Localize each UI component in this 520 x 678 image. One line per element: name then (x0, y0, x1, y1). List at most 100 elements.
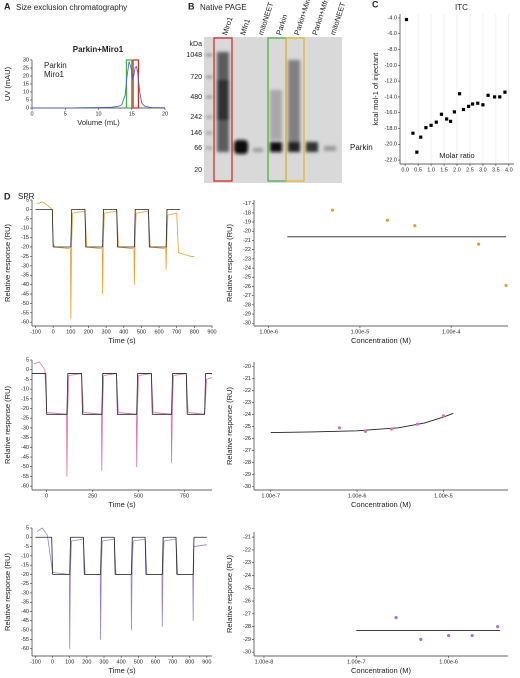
x-tick-label: 1.0 (427, 167, 435, 173)
y-tick-label: -60 (21, 484, 29, 490)
x-tick-label: 2.5 (466, 167, 474, 173)
y-tick-label: -40 (21, 445, 29, 451)
y-tick-label: -20 (21, 406, 29, 412)
y-tick-label: -22 (243, 547, 251, 553)
lane-band (288, 142, 300, 152)
y-tick-label: -29 (243, 311, 251, 317)
y-tick-label: 30 (23, 57, 29, 63)
x-tick-label: 800 (185, 659, 194, 665)
y-axis-label: Relative response (RU) (3, 386, 12, 464)
data-point (448, 119, 453, 123)
x-tick-label: 2.0 (453, 167, 461, 173)
y-axis-label: Relative response (RU) (3, 224, 12, 302)
y-tick-label: -60 (21, 646, 29, 652)
y-tick-label: 0 (26, 367, 29, 373)
x-tick-label: 0 (45, 493, 48, 499)
lane-label: mitoNEET (328, 1, 347, 37)
y-tick-label: 0 (26, 535, 29, 541)
y-tick-label: 5 (26, 525, 29, 531)
y-tick-label: -25 (243, 424, 251, 430)
lane-box (213, 37, 233, 182)
data-point (503, 90, 507, 94)
y-tick-label: -23 (243, 560, 251, 566)
y-tick-label: -20.0 (384, 142, 397, 148)
x-axis-label: Time (s) (108, 500, 136, 509)
x-tick-label: 300 (99, 659, 108, 665)
highlight-box (132, 59, 140, 109)
x-axis-label: Time (s) (108, 336, 136, 345)
data-point (446, 633, 451, 638)
data-line (270, 413, 454, 434)
lane-smear (217, 80, 229, 120)
x-tick-label: 1.00e-6 (439, 659, 458, 665)
y-tick-label: -21 (243, 376, 251, 382)
chart: -100 0 100 200 300 400 500 600 700 800 900 5 0 -5 -10 -… (3, 525, 212, 675)
data-point (461, 107, 466, 112)
y-tick-label: -50 (21, 301, 29, 307)
x-axis-label: Concentration (M) (351, 336, 412, 345)
panel-letter: D (4, 191, 11, 201)
chart: 0 250 500 750 5 0 -5 -10 -15 -20 -25 -30 -35 -40 -45 -5… (3, 357, 213, 509)
chart-title: Parkin+Miro1 (73, 45, 124, 54)
y-axis-label: UV (mAU) (3, 66, 12, 101)
y-tick-label: 20 (23, 73, 29, 79)
y-tick-label: -60 (21, 320, 29, 326)
chart: 1.00e-8 1.00e-7 1.00e-6 -21 -22 -23 -24 -25 -26 -… (225, 532, 508, 675)
data-point (415, 422, 420, 426)
data-point (492, 95, 497, 99)
lane-label: Mfn1 (238, 18, 252, 37)
y-tick-label: -23 (243, 256, 251, 262)
x-tick-label: 1.00e-4 (442, 329, 461, 335)
panel-title: Native PAGE (200, 3, 247, 12)
data-line (32, 61, 166, 109)
data-point (330, 208, 335, 212)
y-tick-label: -50 (21, 464, 29, 470)
lane-band (324, 146, 336, 151)
data-line (35, 536, 207, 575)
y-tick-label: -27 (243, 293, 251, 299)
panel-title: ITC (455, 3, 468, 12)
panel-title: Size exclusion chromatography (16, 3, 127, 12)
data-point (470, 633, 474, 638)
y-tick-label: -18 (243, 210, 251, 216)
x-tick-label: 1.00e-5 (351, 329, 370, 335)
y-tick-label: -26 (243, 284, 251, 290)
y-tick-label: 10 (23, 89, 29, 95)
y-tick-label: -20 (21, 572, 29, 578)
panel-letter: A (4, 1, 11, 11)
y-tick-label: -14.0 (384, 94, 397, 100)
x-tick-label: 1.00e-8 (255, 659, 274, 665)
y-tick-label: -35 (21, 273, 29, 279)
y-tick-label: 15 (23, 81, 29, 87)
marker-label: 1048 (186, 52, 202, 59)
y-tick-label: -24 (243, 412, 251, 418)
data-point (389, 427, 394, 431)
panel-title: SPR (18, 192, 35, 201)
data-point (481, 103, 485, 107)
y-axis-label: kcal mol-1 of injectant (371, 52, 380, 125)
data-point (419, 637, 423, 641)
y-tick-label: -45 (21, 618, 29, 624)
x-tick-label: 3.0 (479, 167, 487, 173)
x-tick-label: 400 (117, 659, 126, 665)
x-tick-label: 1.5 (440, 167, 448, 173)
band-label: Parkin (350, 143, 373, 152)
y-axis-label: Relative response (RU) (225, 224, 234, 302)
x-axis-label: Time (s) (108, 666, 136, 675)
x-tick-label: 900 (207, 329, 216, 335)
y-tick-label: -50 (21, 627, 29, 633)
x-axis-label: Volume (mL) (77, 118, 120, 127)
data-line (32, 373, 212, 415)
ladder-band (206, 54, 212, 56)
y-tick-label: -45 (21, 454, 29, 460)
chart: 1.00e-7 1.00e-6 1.00e-5 -20 -21 -22 -23 -24 -25 -… (225, 362, 508, 509)
data-point (452, 110, 457, 114)
data-line (35, 209, 181, 248)
y-tick-label: -40 (21, 609, 29, 615)
y-tick-label: -30 (243, 321, 251, 327)
y-tick-label: -29 (243, 637, 251, 643)
x-axis-label: Concentration (M) (351, 500, 412, 509)
x-tick-label: 0 (51, 659, 54, 665)
data-point (470, 102, 475, 106)
y-tick-label: -55 (21, 474, 29, 480)
